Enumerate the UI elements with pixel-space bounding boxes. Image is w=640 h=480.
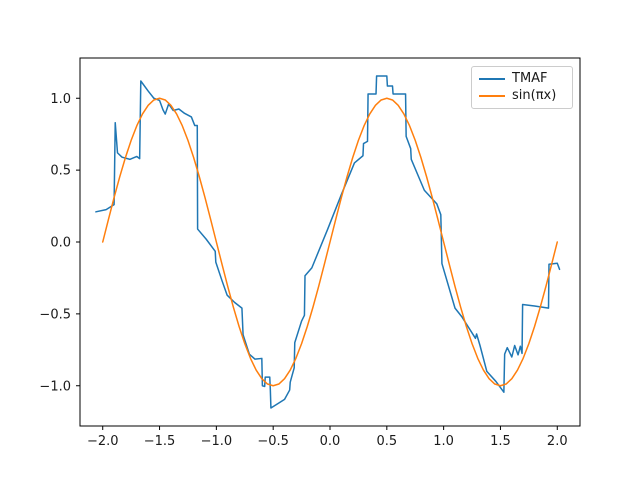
series-line-tmaf <box>95 75 561 409</box>
legend: TMAF sin(πx) <box>471 66 573 109</box>
tmaf-line-swatch <box>479 78 505 81</box>
y-tick-label: 0.5 <box>50 164 71 179</box>
legend-label-sin: sin(πx) <box>512 87 557 103</box>
x-tick-label: −1.0 <box>201 434 233 449</box>
y-tick-label: −1.0 <box>39 379 71 394</box>
sin-line-swatch <box>479 94 505 97</box>
x-tick-label: 0.0 <box>320 434 341 449</box>
y-tick-label: 1.0 <box>50 92 71 107</box>
legend-entry-tmaf: TMAF <box>479 71 564 87</box>
x-tick-label: −0.5 <box>257 434 289 449</box>
legend-label-tmaf: TMAF <box>512 71 548 87</box>
x-tick-label: 1.0 <box>433 434 454 449</box>
x-tick-label: 1.5 <box>490 434 511 449</box>
legend-entry-sin: sin(πx) <box>479 88 564 104</box>
x-tick-label: −2.0 <box>87 434 119 449</box>
x-tick-label: 0.5 <box>376 434 397 449</box>
x-tick-label: 2.0 <box>547 434 568 449</box>
y-tick-label: 0.0 <box>50 236 71 251</box>
y-tick-label: −0.5 <box>39 307 71 322</box>
x-tick-label: −1.5 <box>144 434 176 449</box>
series-line-sin-x- <box>101 97 559 387</box>
